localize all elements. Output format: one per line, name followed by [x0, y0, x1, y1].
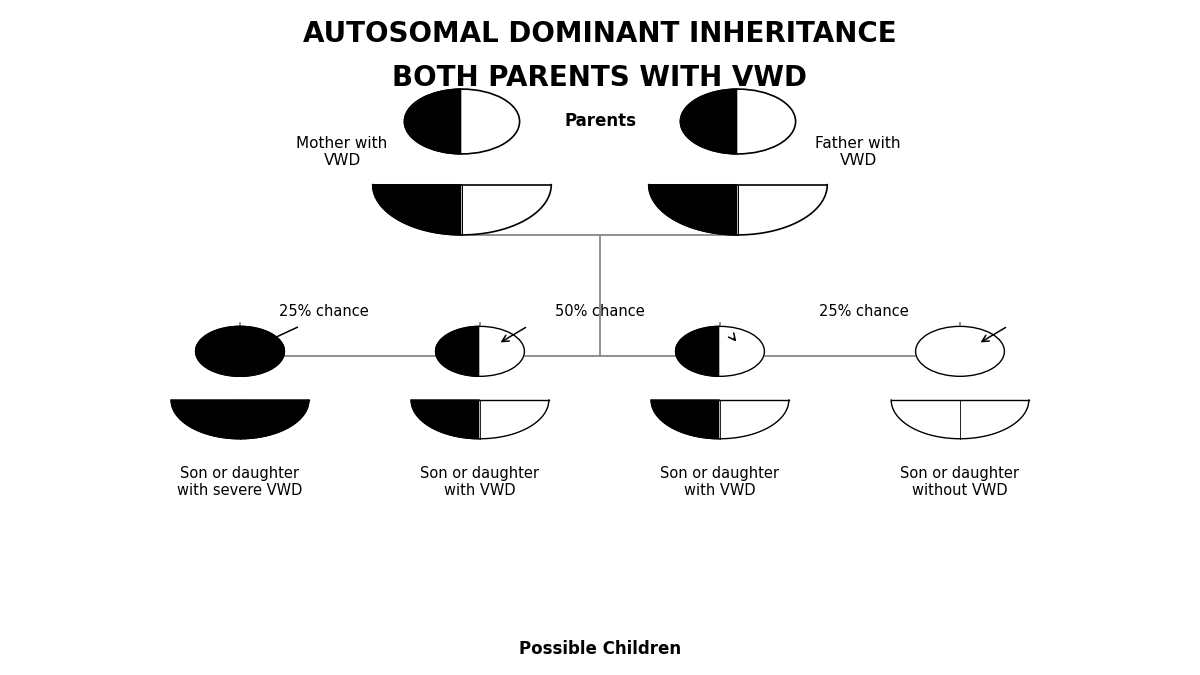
Text: BOTH PARENTS WITH VWD: BOTH PARENTS WITH VWD [392, 64, 808, 92]
Polygon shape [373, 185, 462, 235]
Text: Son or daughter
with severe VWD: Son or daughter with severe VWD [178, 466, 302, 498]
Polygon shape [738, 185, 827, 235]
Polygon shape [680, 89, 738, 154]
Polygon shape [960, 400, 1028, 439]
Polygon shape [720, 400, 788, 439]
Polygon shape [172, 400, 240, 439]
Polygon shape [480, 327, 524, 377]
Polygon shape [196, 327, 240, 377]
Polygon shape [462, 185, 551, 235]
Text: 25% chance: 25% chance [820, 304, 908, 319]
Text: Parents: Parents [564, 113, 636, 130]
Polygon shape [916, 327, 960, 377]
Text: Possible Children: Possible Children [518, 640, 682, 658]
Polygon shape [960, 327, 1004, 377]
Text: 50% chance: 50% chance [556, 304, 644, 319]
Polygon shape [652, 400, 720, 439]
Polygon shape [404, 89, 462, 154]
Polygon shape [462, 89, 520, 154]
Text: Son or daughter
without VWD: Son or daughter without VWD [900, 466, 1020, 498]
Polygon shape [480, 400, 548, 439]
Polygon shape [892, 400, 960, 439]
Text: Son or daughter
with VWD: Son or daughter with VWD [420, 466, 540, 498]
Polygon shape [738, 89, 796, 154]
Polygon shape [240, 327, 284, 377]
Polygon shape [720, 327, 764, 377]
Text: Son or daughter
with VWD: Son or daughter with VWD [660, 466, 780, 498]
Text: AUTOSOMAL DOMINANT INHERITANCE: AUTOSOMAL DOMINANT INHERITANCE [304, 20, 896, 48]
Polygon shape [649, 185, 738, 235]
Polygon shape [436, 327, 480, 377]
Polygon shape [240, 400, 308, 439]
Polygon shape [676, 327, 720, 377]
Text: Mother with
VWD: Mother with VWD [296, 136, 388, 168]
Polygon shape [412, 400, 480, 439]
Text: Father with
VWD: Father with VWD [815, 136, 901, 168]
Text: 25% chance: 25% chance [280, 304, 368, 319]
